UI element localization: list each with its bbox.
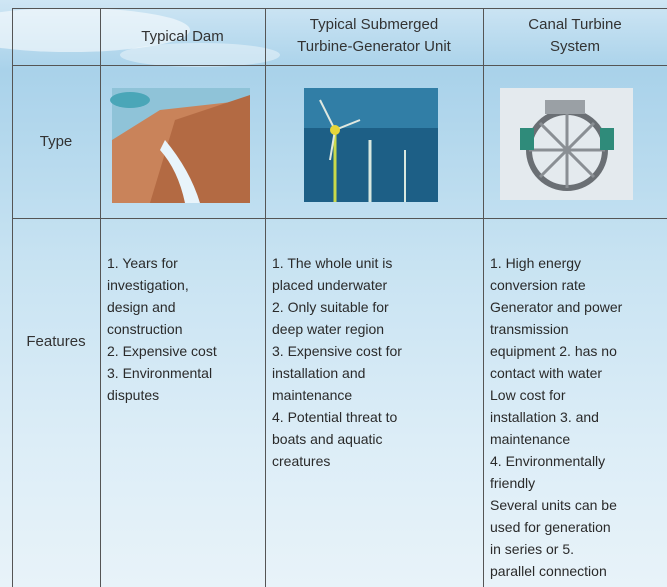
feature-text: contact with water [490,362,602,384]
feature-text: 4. Potential threat to [272,406,397,428]
border [483,8,484,587]
feature-text: boats and aquatic [272,428,383,450]
feature-text: 4. Environmentally [490,450,605,472]
row-label: Features [12,331,100,353]
feature-text: 3. Expensive cost for [272,340,402,362]
feature-text: maintenance [272,384,352,406]
feature-text: maintenance [490,428,570,450]
feature-text: used for generation [490,516,611,538]
feature-text: 1. Years for [107,252,178,274]
border [100,8,101,587]
feature-text: design and [107,296,176,318]
border [12,8,13,587]
feature-text: construction [107,318,182,340]
feature-text: friendly [490,472,535,494]
feature-text: installation 3. and [490,406,599,428]
feature-text: 2. Only suitable for [272,296,389,318]
submerged-turbine-image [304,88,438,202]
column-header: Typical Submerged [265,14,483,36]
canal-turbine-image [500,88,633,200]
feature-text: conversion rate [490,274,586,296]
feature-text: deep water region [272,318,384,340]
column-header: Turbine-Generator Unit [265,36,483,58]
feature-text: transmission [490,318,569,340]
feature-text: installation and [272,362,365,384]
column-header: System [483,36,667,58]
feature-text: creatures [272,450,330,472]
feature-text: 1. The whole unit is [272,252,392,274]
feature-text: 1. High energy [490,252,581,274]
border [12,218,667,219]
row-label: Type [12,131,100,153]
feature-text: parallel connection [490,560,607,582]
feature-text: 2. Expensive cost [107,340,217,362]
feature-text: placed underwater [272,274,387,296]
border [12,65,667,66]
feature-text: disputes [107,384,159,406]
feature-text: Several units can be [490,494,617,516]
border [265,8,266,587]
column-header: Typical Dam [100,26,265,48]
slide: Typical DamTypical SubmergedTurbine-Gene… [0,0,667,587]
border [12,8,667,9]
feature-text: in series or 5. [490,538,574,560]
column-header: Canal Turbine [483,14,667,36]
dam-image [110,88,250,203]
feature-text: equipment 2. has no [490,340,617,362]
feature-text: Low cost for [490,384,565,406]
feature-text: investigation, [107,274,189,296]
feature-text: Generator and power [490,296,622,318]
feature-text: 3. Environmental [107,362,212,384]
